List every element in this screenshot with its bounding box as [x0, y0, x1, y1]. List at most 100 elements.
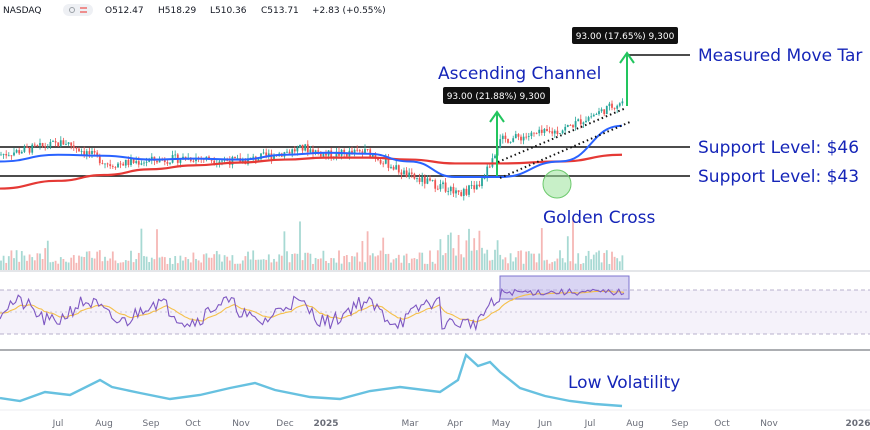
candle-body	[218, 161, 221, 164]
candle-body	[587, 117, 590, 121]
candle-body	[353, 149, 356, 153]
volume-bar	[522, 263, 525, 270]
candle-body	[23, 146, 26, 152]
candle-body	[18, 150, 21, 154]
measure-box-left	[443, 87, 550, 104]
volume-bar	[462, 257, 465, 270]
volume-bar	[153, 259, 156, 270]
candle-body	[135, 161, 138, 163]
volume-bar	[408, 263, 411, 270]
candle-body	[460, 192, 463, 196]
volume-bar	[343, 256, 346, 270]
volume-bar	[54, 260, 57, 270]
candle-body	[608, 103, 611, 106]
volume-bar	[62, 259, 65, 270]
candle-body	[39, 143, 41, 146]
candle-body	[210, 159, 213, 161]
candle-body	[72, 145, 75, 148]
candle-body	[478, 184, 481, 186]
volume-bar	[566, 236, 569, 270]
candle-body	[371, 154, 374, 157]
volume-bar	[96, 251, 99, 270]
x-tick-label: Apr	[447, 419, 463, 429]
volume-bar	[564, 262, 567, 270]
volume-bar	[327, 263, 330, 270]
volume-bar	[366, 231, 369, 270]
volume-bars	[0, 217, 624, 270]
candle-body	[538, 129, 541, 134]
x-tick-label: Sep	[672, 419, 689, 429]
candle-body	[397, 165, 400, 173]
candle-body	[28, 147, 31, 153]
candle-body	[465, 188, 468, 195]
volume-bar	[504, 257, 507, 270]
volume-bar	[176, 263, 179, 270]
candle-body	[507, 138, 509, 143]
volume-bar	[239, 263, 242, 270]
volume-bar	[93, 258, 96, 270]
volume-bar	[348, 262, 351, 270]
candle-body	[106, 163, 109, 165]
volume-bar	[114, 260, 117, 270]
candle-body	[572, 125, 574, 128]
volume-bar	[538, 253, 541, 270]
candle-body	[31, 144, 34, 153]
candle-body	[114, 166, 117, 168]
volume-bar	[252, 250, 255, 270]
candle-body	[457, 190, 460, 193]
candle-body	[481, 178, 483, 186]
candle-body	[137, 161, 140, 165]
volume-bar	[75, 262, 78, 270]
eye-icon[interactable]	[69, 7, 75, 13]
volume-bar	[304, 252, 307, 270]
x-tick-label: 2025	[313, 419, 338, 429]
volume-bar	[457, 234, 460, 270]
equal-icon[interactable]	[80, 7, 87, 13]
volume-bar	[616, 258, 619, 270]
volume-bar	[127, 260, 130, 270]
candle-body	[166, 162, 169, 164]
volume-bar	[535, 262, 538, 270]
candle-body	[291, 149, 294, 154]
candle-body	[611, 103, 613, 108]
volume-bar	[13, 258, 15, 270]
candle-body	[257, 159, 260, 161]
volume-bar	[613, 256, 616, 270]
x-tick-label: Sep	[143, 419, 160, 429]
volume-bar	[533, 253, 535, 270]
volume-bar	[262, 259, 265, 270]
volume-bar	[509, 253, 512, 270]
candle-body	[91, 151, 93, 155]
volume-bar	[434, 263, 437, 270]
candle-body	[468, 185, 470, 195]
volume-bar	[218, 254, 221, 270]
volume-bar	[351, 256, 353, 270]
volume-bar	[267, 254, 270, 270]
candle-body	[618, 103, 621, 106]
candle-body	[140, 163, 143, 165]
volume-bar	[70, 257, 73, 270]
candle-body	[293, 149, 296, 152]
candle-body	[504, 135, 507, 139]
volume-bar	[111, 251, 114, 270]
volume-bar	[525, 251, 528, 270]
volume-bar	[83, 257, 86, 270]
x-tick-label: Nov	[760, 419, 778, 429]
interval-pill[interactable]	[63, 4, 93, 16]
candle-body	[410, 172, 413, 174]
candle-body	[345, 152, 348, 157]
candle-body	[26, 146, 28, 148]
candle-body	[452, 186, 455, 194]
channel-lower-line	[499, 121, 631, 179]
candle-body	[431, 180, 434, 181]
candle-body	[395, 165, 398, 170]
support-low-label: Support Level: $43	[698, 167, 859, 187]
candle-body	[598, 111, 600, 115]
volume-bar	[46, 240, 49, 270]
candle-body	[15, 150, 18, 153]
volume-bar	[156, 229, 158, 270]
volume-bar	[143, 256, 145, 270]
volume-bar	[192, 252, 195, 270]
candle-body	[33, 144, 36, 146]
volume-bar	[182, 260, 184, 270]
